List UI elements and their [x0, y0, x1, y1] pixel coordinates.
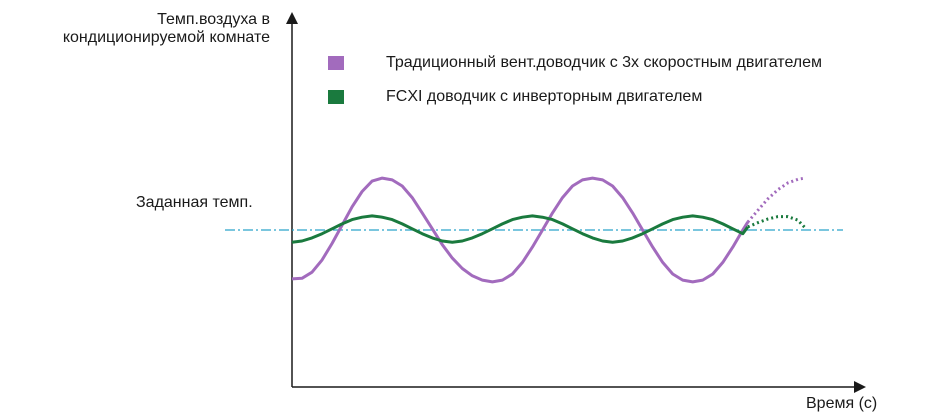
series-line-traditional	[291, 176, 750, 284]
legend-label-traditional: Традиционный вент.доводчик с 3х скоростн…	[386, 54, 823, 71]
setpoint-label: Заданная темп.	[136, 194, 253, 211]
series-projection-inverter	[747, 215, 806, 229]
legend-item-traditional: Традиционный вент.доводчик с 3х скоростн…	[328, 54, 822, 72]
legend-swatch-inverter	[328, 90, 344, 104]
y-axis-label: Темп.воздуха в кондиционируемой комнате	[63, 11, 270, 47]
series-layer	[225, 176, 843, 284]
x-axis-label: Время (с)	[806, 395, 878, 412]
series-line-inverter	[291, 214, 750, 244]
y-axis-label-line-2: кондиционируемой комнате	[62, 29, 270, 46]
legend-item-inverter: FCXI доводчик с инверторным двигателем	[328, 88, 702, 106]
legend-label-inverter: FCXI доводчик с инверторным двигателем	[386, 88, 703, 105]
legend-swatch-traditional	[328, 56, 344, 70]
y-axis-label-line-1: Темп.воздуха в	[157, 11, 270, 28]
series-projection-traditional	[746, 176, 806, 224]
